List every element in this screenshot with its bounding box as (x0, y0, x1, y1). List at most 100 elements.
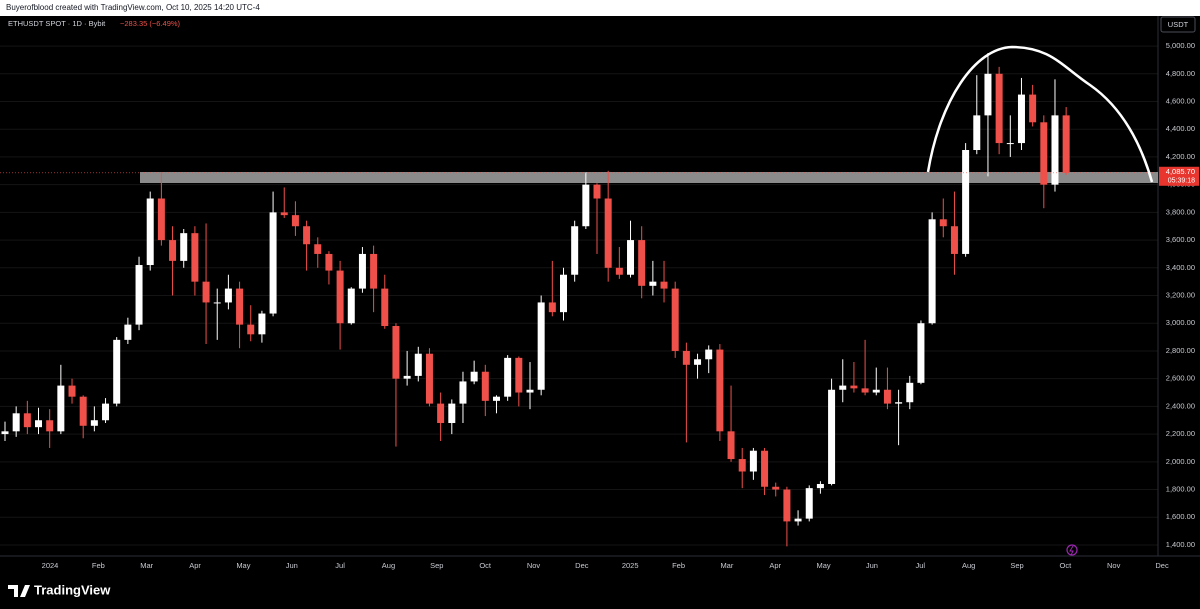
candle-body (146, 198, 154, 266)
y-tick-label: 4,600.00 (1166, 96, 1195, 105)
candle-body (783, 489, 791, 522)
x-tick-label: Nov (527, 561, 541, 570)
candle-body (537, 302, 545, 390)
candle-body (102, 403, 110, 421)
candle-body (46, 420, 54, 432)
candle-body (470, 371, 478, 382)
x-tick-label: Feb (92, 561, 105, 570)
candle-body (492, 396, 500, 401)
candle-body (314, 244, 322, 254)
candle-body (906, 382, 914, 403)
candle-body (35, 420, 43, 428)
candle-body (1029, 94, 1037, 123)
y-tick-label: 3,000.00 (1166, 318, 1195, 327)
candle-body (671, 288, 679, 351)
candle-body (169, 240, 177, 261)
y-tick-label: 2,400.00 (1166, 401, 1195, 410)
x-tick-label: Jun (286, 561, 298, 570)
y-tick-label: 3,600.00 (1166, 235, 1195, 244)
candle-body (571, 226, 579, 275)
candle-body (448, 403, 456, 424)
candle-body (180, 233, 188, 261)
y-tick-label: 2,200.00 (1166, 429, 1195, 438)
candle-body (995, 73, 1003, 144)
candle-body (649, 281, 657, 286)
x-tick-label: 2025 (622, 561, 639, 570)
x-tick-label: Nov (1107, 561, 1121, 570)
candle-body (12, 413, 20, 432)
candles (0, 53, 1158, 547)
candle-body (79, 396, 87, 426)
x-tick-label: Aug (962, 561, 975, 570)
x-tick-label: Oct (479, 561, 492, 570)
candle-body (202, 281, 210, 303)
candle-body (224, 288, 232, 303)
x-tick-label: Feb (672, 561, 685, 570)
y-tick-label: 1,800.00 (1166, 485, 1195, 494)
x-tick-label: 2024 (42, 561, 59, 570)
tv-logo (8, 585, 30, 597)
x-tick-label: Apr (769, 561, 781, 570)
candle-body (895, 402, 903, 404)
candle-body (1006, 143, 1014, 145)
dome-drawing (926, 45, 1154, 183)
y-tick-label: 5,000.00 (1166, 41, 1195, 50)
y-tick-label: 3,200.00 (1166, 291, 1195, 300)
resistance-zone (140, 172, 1158, 183)
x-tick-label: Sep (1010, 561, 1023, 570)
candle-body (358, 253, 366, 289)
candle-body (582, 184, 590, 227)
candle-body (135, 265, 143, 325)
y-tick-label: 1,400.00 (1166, 540, 1195, 549)
candle-body (928, 219, 936, 324)
candle-body (615, 267, 623, 275)
candle-body (716, 349, 724, 432)
candle-body (794, 518, 802, 522)
footer-bar (0, 576, 1200, 609)
x-tick-label: Dec (575, 561, 589, 570)
candle-body (772, 486, 780, 490)
x-tick-label: Jul (335, 561, 345, 570)
currency-button[interactable] (1160, 16, 1196, 33)
candle-body (872, 389, 880, 393)
candle-body (548, 302, 556, 313)
candle-body (269, 212, 277, 314)
candle-body (403, 375, 411, 379)
candle-body (627, 240, 635, 275)
candle-body (515, 357, 523, 393)
alert-icon[interactable] (1066, 544, 1078, 556)
header-bar (0, 0, 1200, 16)
x-tick-label: Mar (140, 561, 153, 570)
candle-body (805, 488, 813, 519)
x-tick-label: Oct (1060, 561, 1073, 570)
candle-body (761, 450, 769, 487)
candle-body (124, 324, 132, 340)
candle-body (392, 326, 400, 379)
candle-body (939, 219, 947, 227)
alert-bolt (1069, 545, 1074, 556)
y-tick-label: 3,800.00 (1166, 207, 1195, 216)
candle-body (1, 431, 9, 435)
candle-body (90, 420, 98, 426)
footer-brand: TradingView (34, 582, 111, 597)
candle-body (381, 288, 389, 327)
candle-body (213, 302, 221, 304)
x-tick-label: Apr (189, 561, 201, 570)
candle-body (481, 371, 489, 401)
candle-body (68, 385, 76, 397)
x-tick-label: Jul (916, 561, 926, 570)
candle-body (682, 350, 690, 365)
candle-body (504, 357, 512, 397)
candle-body (984, 73, 992, 116)
candle-body (280, 212, 288, 216)
x-tick-label: Jun (866, 561, 878, 570)
legend-symbol: ETHUSDT SPOT · 1D · Bybit (8, 19, 106, 28)
last-price-label: 4,085.70 (1166, 167, 1195, 176)
candle-body (660, 281, 668, 289)
last-price-box (1159, 166, 1199, 186)
x-tick-label: Mar (720, 561, 733, 570)
candle-body (560, 274, 567, 313)
candle-body (113, 339, 121, 404)
candle-body (526, 389, 534, 393)
